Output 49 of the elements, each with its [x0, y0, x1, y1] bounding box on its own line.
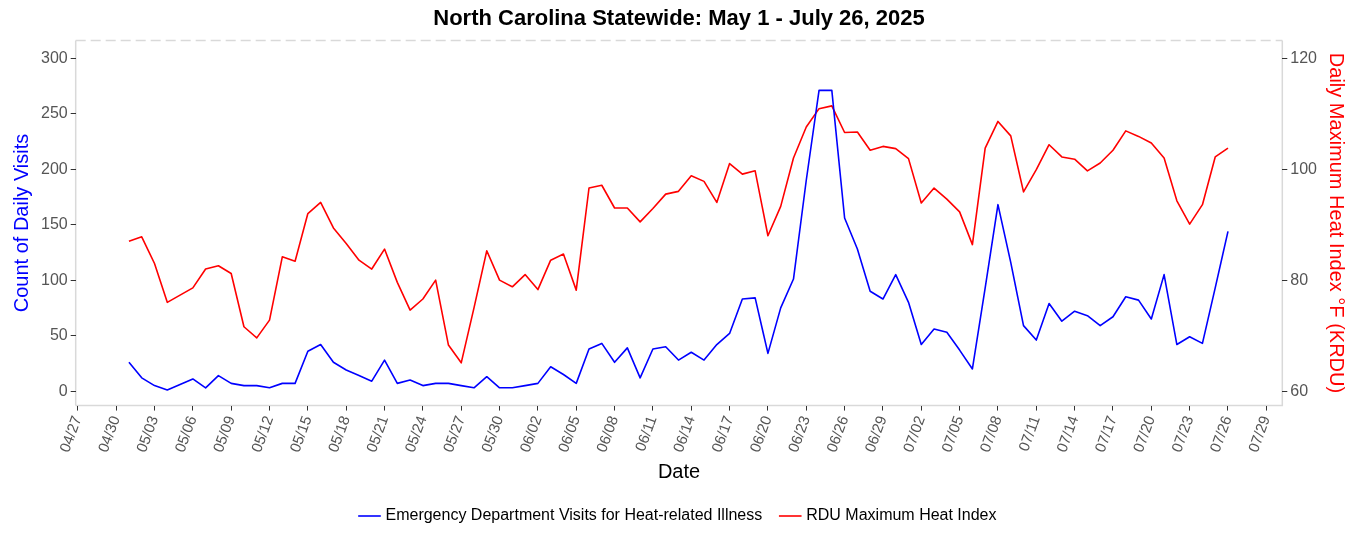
- x-tick-label: 07/20: [1129, 413, 1159, 455]
- x-tick-label: 06/11: [631, 413, 660, 454]
- x-tick-label: 07/26: [1205, 413, 1235, 455]
- chart-title: North Carolina Statewide: May 1 - July 26, 2025: [433, 5, 925, 31]
- y-tick-label: 150: [40, 215, 68, 233]
- x-tick-label: 05/15: [285, 413, 315, 455]
- x-axis-title: Date: [657, 459, 701, 482]
- y2-axis-title: Daily Maximum Heat Index °F (KRDU): [1326, 52, 1349, 394]
- x-tick-label: 04/27: [55, 413, 85, 455]
- x-tick-label: 07/05: [937, 413, 967, 455]
- x-tick-label: 06/20: [745, 413, 775, 455]
- legend-label: Emergency Department Visits for Heat-related Illness: [385, 506, 763, 524]
- x-tick-label: 05/24: [400, 413, 430, 455]
- legend-label: RDU Maximum Heat Index: [806, 506, 997, 524]
- x-tick-label: 07/23: [1167, 413, 1197, 455]
- x-tick-label: 06/23: [784, 413, 813, 455]
- y2-tick-label: 100: [1290, 159, 1318, 177]
- y-tick-label: 250: [40, 104, 68, 122]
- x-tick-label: 07/14: [1052, 413, 1082, 455]
- x-tick-label: 05/27: [439, 413, 468, 455]
- x-tick-label: 07/08: [975, 413, 1005, 455]
- x-tick-label: 07/02: [899, 413, 928, 455]
- x-tick-label: 05/18: [324, 413, 353, 455]
- y2-tick-label: 80: [1290, 270, 1309, 288]
- x-tick-label: 05/12: [247, 413, 277, 455]
- x-tick-label: 06/29: [860, 413, 890, 455]
- y-tick-label: 300: [40, 48, 68, 66]
- x-tick-label: 06/14: [669, 413, 698, 455]
- y-axis-title: Count of Daily Visits: [9, 133, 32, 313]
- x-tick-label: 05/06: [170, 413, 200, 455]
- x-tick-label: 05/09: [209, 413, 238, 455]
- x-tick-label: 06/08: [592, 413, 622, 455]
- x-tick-label: 04/30: [94, 413, 123, 455]
- x-tick-label: 06/17: [707, 413, 737, 455]
- y-tick-label: 50: [49, 326, 68, 344]
- y2-tick-label: 120: [1290, 48, 1318, 66]
- y-tick-label: 200: [40, 159, 68, 177]
- x-tick-label: 05/30: [477, 413, 507, 455]
- x-tick-label: 07/11: [1014, 413, 1044, 454]
- x-tick-label: 07/17: [1090, 413, 1120, 455]
- x-tick-label: 07/29: [1244, 413, 1274, 455]
- x-tick-label: 06/05: [554, 413, 583, 455]
- x-tick-label: 05/03: [132, 413, 162, 455]
- y-tick-label: 100: [40, 270, 68, 288]
- x-tick-label: 05/21: [362, 413, 392, 455]
- x-tick-label: 06/26: [822, 413, 852, 455]
- x-tick-label: 06/02: [515, 413, 545, 455]
- y-tick-label: 0: [58, 381, 68, 399]
- y2-tick-label: 60: [1290, 381, 1309, 399]
